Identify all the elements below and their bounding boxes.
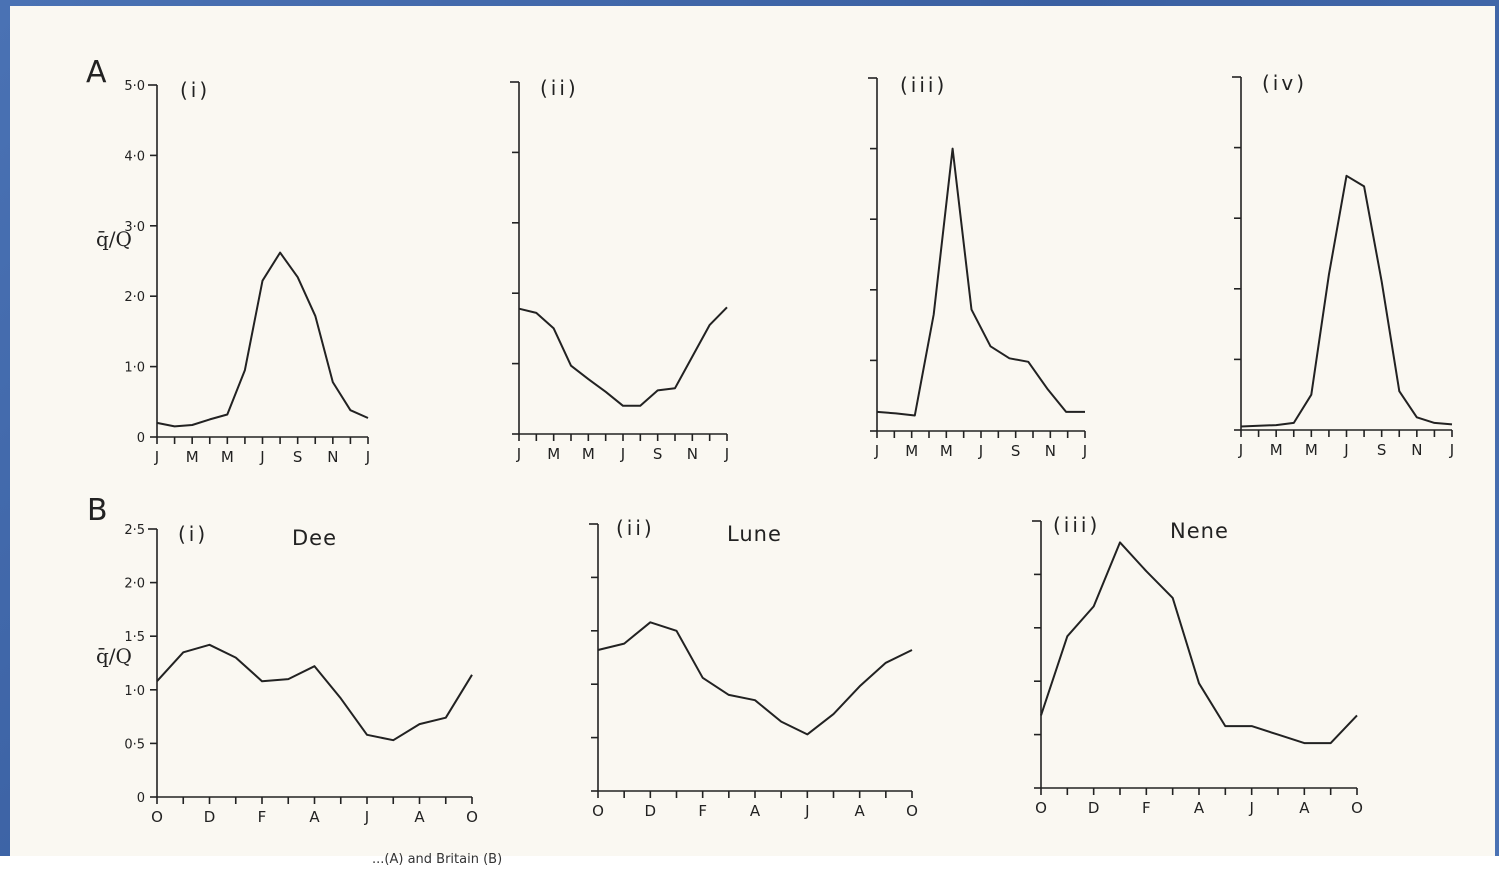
y-tick-label: 3·0	[124, 220, 145, 235]
x-tick-label: J	[154, 448, 159, 466]
figure-caption: ...(A) and Britain (B)	[372, 852, 503, 867]
x-tick-label: N	[1411, 441, 1422, 459]
bottom-strip	[0, 856, 1499, 877]
x-tick-label: A	[1299, 799, 1310, 817]
x-tick-label: O	[151, 808, 163, 826]
x-tick-label: O	[466, 808, 478, 826]
x-tick-label: J	[365, 448, 370, 466]
series-line	[876, 147, 1085, 417]
subplot-label: (iii)	[1053, 513, 1100, 537]
subplot-a-1: 0 1·0 2·0 3·0 4·0 5·0 J M M J S N J (i) q̄/Q	[96, 78, 370, 466]
subplot-b-1: 0 0·5 1·0 1·5 2·0 2·5 O D F A J A O (i) Dee q̄/Q	[96, 522, 478, 826]
series-line	[1040, 541, 1358, 745]
x-tick-label: M	[186, 448, 199, 466]
x-tick-label: O	[1035, 799, 1047, 817]
y-tick-label: 1·5	[124, 630, 145, 645]
x-tick-label: D	[1088, 799, 1100, 817]
river-name: Nene	[1170, 519, 1229, 543]
x-tick-label: O	[592, 802, 604, 820]
y-tick-label: 1·0	[124, 684, 145, 699]
series-line	[597, 621, 913, 736]
x-tick-label: J	[1238, 441, 1243, 459]
series-line	[518, 306, 728, 407]
x-tick-label: N	[1045, 442, 1056, 460]
x-tick-label: F	[698, 802, 707, 820]
x-tick-label: S	[293, 448, 303, 466]
x-tick-label: M	[547, 445, 560, 463]
y-tick-label: 2·0	[124, 577, 145, 592]
subplot-b-3: O D F A J A O (iii) Nene	[1032, 513, 1363, 817]
x-tick-label: N	[687, 445, 698, 463]
x-tick-label: D	[645, 802, 657, 820]
x-tick-label: J	[364, 808, 369, 826]
x-tick-label: S	[1377, 441, 1387, 459]
y-tick-label: 4·0	[124, 149, 145, 164]
x-tick-label: M	[1270, 441, 1283, 459]
river-name: Dee	[292, 526, 337, 550]
x-tick-label: F	[1142, 799, 1151, 817]
x-tick-label: J	[259, 448, 264, 466]
x-tick-label: J	[1449, 441, 1454, 459]
subplot-a-3: J M M J S N J (iii)	[868, 73, 1087, 460]
x-tick-label: J	[804, 802, 809, 820]
x-tick-label: O	[906, 802, 918, 820]
y-tick-label: 5·0	[124, 79, 145, 94]
y-tick-label: 0	[137, 791, 145, 806]
river-name: Lune	[727, 522, 782, 546]
series-line	[1240, 174, 1453, 428]
subplot-a-2: J M M J S N J (ii)	[510, 76, 729, 463]
subplot-label: (i)	[178, 522, 208, 546]
x-tick-label: J	[1248, 799, 1253, 817]
y-tick-label: 0	[137, 431, 145, 446]
x-tick-label: D	[204, 808, 216, 826]
x-tick-label: J	[978, 442, 983, 460]
subplot-label: (i)	[180, 78, 210, 102]
subplot-label: (ii)	[616, 516, 655, 540]
y-tick-label: 2·5	[124, 523, 145, 538]
subplot-label: (ii)	[540, 76, 579, 100]
x-tick-label: A	[855, 802, 866, 820]
x-tick-label: S	[653, 445, 663, 463]
y-axis-label-text: q̄/Q	[96, 227, 132, 251]
series-line	[156, 251, 369, 428]
series-line	[156, 643, 473, 742]
y-tick-label: 1·0	[124, 361, 145, 376]
x-tick-label: J	[1343, 441, 1348, 459]
y-axis-label: q̄/Q	[96, 644, 132, 668]
y-tick-label: 2·0	[124, 290, 145, 305]
x-tick-label: A	[309, 808, 320, 826]
subplot-a-4: J M M J S N J (iv)	[1232, 71, 1454, 459]
y-axis-label-text: q̄/Q	[96, 644, 132, 668]
x-tick-label: A	[1194, 799, 1205, 817]
subplot-b-2: O D F A J A O (ii) Lune	[589, 516, 918, 820]
x-tick-label: J	[1082, 442, 1087, 460]
panel-letter-a: A	[86, 55, 107, 90]
x-tick-label: F	[258, 808, 267, 826]
subplot-label: (iii)	[900, 73, 947, 97]
figure-paper	[10, 6, 1495, 856]
x-tick-label: A	[750, 802, 761, 820]
x-tick-label: J	[620, 445, 625, 463]
x-tick-label: S	[1011, 442, 1021, 460]
x-tick-label: M	[582, 445, 595, 463]
x-tick-label: O	[1351, 799, 1363, 817]
subplot-label: (iv)	[1262, 71, 1307, 95]
x-tick-label: J	[724, 445, 729, 463]
x-tick-label: A	[414, 808, 425, 826]
x-tick-label: J	[516, 445, 521, 463]
y-axis-label: q̄/Q	[96, 227, 132, 251]
x-tick-label: M	[221, 448, 234, 466]
x-tick-label: N	[327, 448, 338, 466]
x-tick-label: J	[874, 442, 879, 460]
x-tick-label: M	[1305, 441, 1318, 459]
y-tick-label: 0·5	[124, 737, 145, 752]
x-tick-label: M	[905, 442, 918, 460]
panel-letter-b: B	[87, 493, 108, 528]
x-tick-label: M	[940, 442, 953, 460]
